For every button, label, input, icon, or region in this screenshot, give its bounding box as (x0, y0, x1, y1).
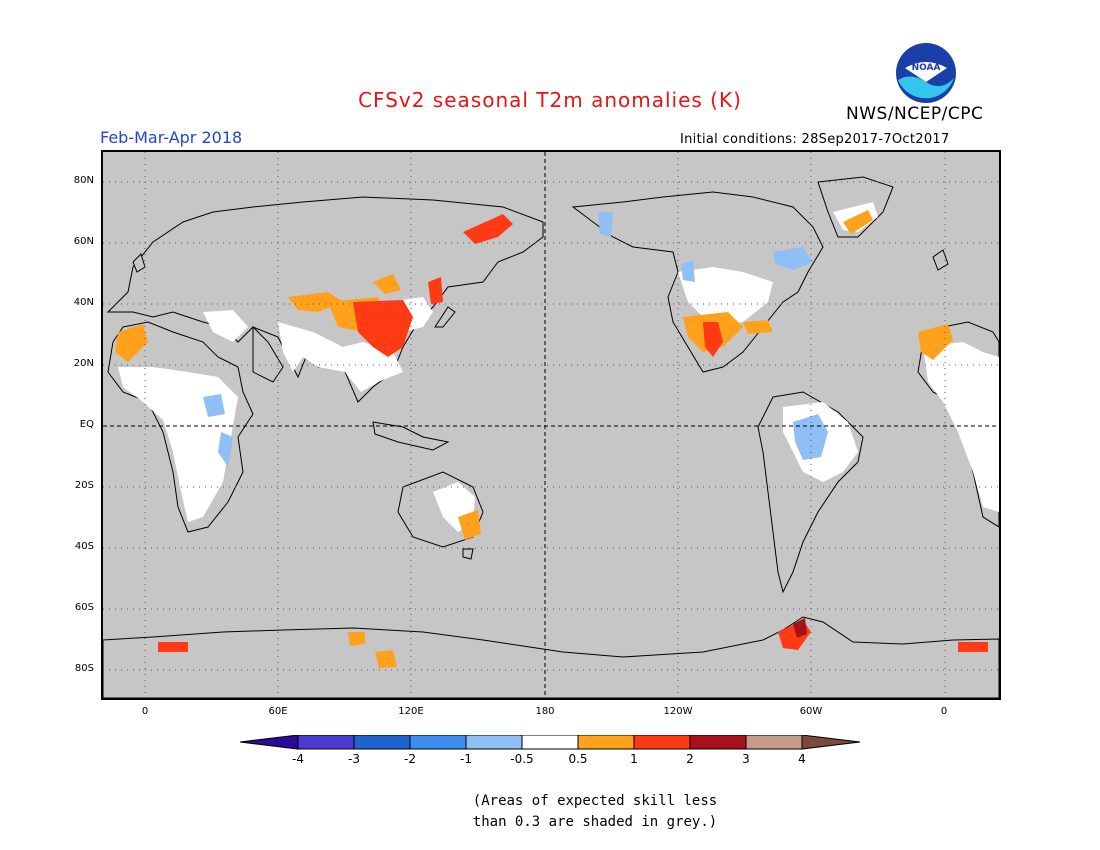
map-title: CFSv2 seasonal T2m anomalies (K) (358, 88, 742, 112)
lat-label: 20N (73, 358, 94, 369)
colorbar-label: -1 (460, 752, 472, 766)
colorbar-label: -0.5 (510, 752, 534, 766)
lon-label: 180 (535, 706, 555, 717)
skill-note-line: than 0.3 are shaded in grey.) (472, 814, 718, 830)
colorbar-label: -4 (292, 752, 304, 766)
lon-label: 60W (799, 706, 823, 717)
lat-label: 60N (73, 236, 94, 247)
lat-label: 80N (73, 175, 94, 186)
lon-label: 0 (141, 706, 149, 717)
skill-note: (Areas of expected skill less than 0.3 a… (430, 791, 760, 833)
lat-label: 80S (74, 663, 94, 674)
svg-text:NOAA: NOAA (912, 63, 941, 73)
lat-label: 20S (74, 480, 94, 491)
colorbar-label: 3 (742, 752, 750, 766)
forecast-period: Feb-Mar-Apr 2018 (100, 128, 243, 147)
initial-conditions: Initial conditions: 28Sep2017-7Oct2017 (680, 132, 950, 147)
lat-label: 60S (74, 602, 94, 613)
colorbar-label: 4 (798, 752, 806, 766)
lat-label: 40S (74, 541, 94, 552)
organization-label: NWS/NCEP/CPC (846, 104, 984, 124)
world-map (101, 150, 1001, 700)
noaa-logo-icon: NOAA (896, 43, 956, 103)
colorbar-label: 0.5 (568, 752, 588, 766)
lon-label: 120E (398, 706, 424, 717)
skill-note-line: (Areas of expected skill less (472, 793, 718, 809)
lon-label: 0 (940, 706, 948, 717)
lon-label: 120W (663, 706, 693, 717)
colorbar (240, 735, 861, 750)
lat-label: 40N (73, 297, 94, 308)
colorbar-label: -3 (348, 752, 360, 766)
colorbar-label: 1 (630, 752, 638, 766)
lon-label: 60E (268, 706, 288, 717)
colorbar-label: -2 (404, 752, 416, 766)
lat-label: EQ (79, 419, 94, 430)
colorbar-label: 2 (686, 752, 694, 766)
map-canvas (103, 152, 999, 698)
